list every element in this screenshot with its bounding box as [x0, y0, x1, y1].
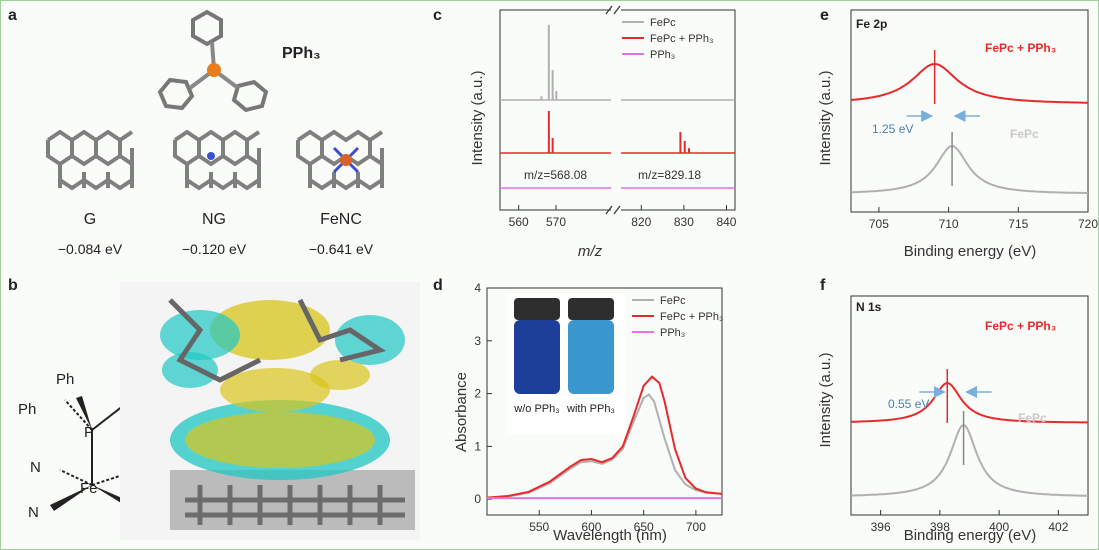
chart-f-bottom-label: FePc: [1018, 411, 1047, 425]
p-label: P: [84, 424, 94, 441]
phosphorus-atom: [207, 63, 221, 77]
chart-d-line-0: [486, 393, 723, 500]
chart-e-bottom-label: FePc: [1010, 127, 1039, 141]
chart-e-xtick-label-1: 710: [939, 217, 959, 231]
chart-d-legend-label-1: FePc + PPh₃: [660, 311, 723, 323]
chart-c-xlabel: m/z: [578, 243, 603, 260]
chart-d-xlabel: Wavelength (nm): [553, 527, 667, 544]
chart-d-frame: [486, 287, 723, 516]
chart-c-break-marks: [605, 5, 621, 215]
chart-d-ytick-label-1: 1: [474, 439, 481, 453]
chart-c-legend-label-1: FePc + PPh₃: [650, 33, 713, 45]
chart-f: 396 398 400 402: [850, 295, 1089, 534]
iron-atom: [340, 154, 352, 166]
chart-d-xtick-label-3: 700: [686, 520, 706, 534]
chart-c-xtick-label-4: 840: [716, 215, 736, 229]
n-label-3: N: [28, 504, 39, 521]
pph3-molecule: [157, 9, 269, 113]
fe-label: Fe: [80, 480, 98, 497]
chart-f-ylabel: Intensity (a.u.): [817, 352, 834, 447]
chart-f-xtick-label-3: 402: [1048, 520, 1068, 534]
chart-d: 550 600 650 700 0 1 2 3 4 FePc FePc + PPh₃ PPh₃: [474, 281, 723, 534]
chart-f-xtick-label-0: 396: [871, 520, 891, 534]
chart-e-top-label: FePc + PPh₃: [985, 41, 1056, 55]
chart-f-curve-1: [851, 423, 1089, 497]
chart-e-xtick-label-3: 720: [1078, 217, 1098, 231]
substrate-fenc-energy: −0.641 eV: [309, 241, 374, 257]
panel-b-label: b: [8, 277, 18, 294]
chart-c-xtick-label-0: 560: [509, 215, 529, 229]
chart-f-top-label: FePc + PPh₃: [985, 319, 1056, 333]
panel-a-label: a: [8, 7, 17, 24]
chart-f-xtick-label-2: 400: [989, 520, 1009, 534]
pph3-label: PPh₃: [282, 45, 321, 62]
vial-right-label: with PPh₃: [566, 403, 615, 415]
ph-label-1: Ph: [56, 371, 74, 388]
chart-d-legend-label-0: FePc: [660, 295, 686, 307]
fenc-sheet: [296, 129, 384, 191]
chart-d-ytick-label-4: 4: [474, 281, 481, 295]
nitrogen-atom: [207, 152, 215, 160]
chart-e-xlabel: Binding energy (eV): [904, 243, 1037, 260]
panel-d-label: d: [433, 277, 443, 294]
chart-d-xtick-label-0: 550: [529, 520, 549, 534]
chart-c-xtick-label-1: 570: [546, 215, 566, 229]
chart-d-ytick-label-0: 0: [474, 492, 481, 506]
g-sheet: [46, 129, 134, 191]
chart-c-annot-right: m/z=829.18: [638, 168, 701, 182]
chart-d-ylabel: Absorbance: [453, 372, 470, 452]
chart-e-frame: [850, 9, 1089, 213]
chart-c-legend-label-0: FePc: [650, 17, 676, 29]
chart-f-xtick-label-1: 398: [930, 520, 950, 534]
chart-d-xtick-label-2: 650: [634, 520, 654, 534]
chart-e: 705 710 715 720: [850, 9, 1098, 231]
chart-d-legend-label-2: PPh₃: [660, 327, 685, 339]
substrate-fenc-name: FeNC: [320, 211, 362, 228]
chart-c-xtick-label-2: 820: [631, 215, 651, 229]
substrate-g-name: G: [84, 211, 96, 228]
ng-sheet: [173, 129, 261, 191]
chart-e-title: Fe 2p: [856, 17, 887, 31]
chart-f-shift: 0.55 eV: [888, 397, 929, 411]
panel-e-label: e: [820, 7, 829, 24]
chart-c-xtick-label-3: 830: [674, 215, 694, 229]
ph-label-2: Ph: [18, 401, 36, 418]
substrate-g-energy: −0.084 eV: [58, 241, 123, 257]
chart-d-ytick-label-2: 2: [474, 387, 481, 401]
substrate-ng-energy: −0.120 eV: [182, 241, 247, 257]
chart-c-annot-left: m/z=568.08: [524, 168, 587, 182]
chart-e-xtick-label-0: 705: [869, 217, 889, 231]
chart-f-xlabel: Binding energy (eV): [904, 527, 1037, 544]
vial-inset: [508, 294, 626, 434]
chart-f-title: N 1s: [856, 300, 882, 314]
charge-density-render: [120, 282, 420, 540]
vial-left-label: w/o PPh₃: [513, 403, 559, 415]
chart-e-curve-1: [850, 144, 1088, 194]
chart-d-line-1: [486, 375, 723, 499]
chart-f-curve-0: [850, 381, 1088, 424]
chart-c-legend-label-2: PPh₃: [650, 49, 675, 61]
chart-e-ylabel: Intensity (a.u.): [817, 70, 834, 165]
chart-c: 560 570 820 830 840 FePc FePc + PPh₃ PPh₃: [499, 5, 737, 229]
chart-e-xtick-label-2: 715: [1008, 217, 1028, 231]
substrate-ng-name: NG: [202, 211, 226, 228]
n-label-1: N: [30, 459, 41, 476]
chart-e-curve-0: [850, 62, 1088, 104]
panel-c-label: c: [433, 7, 442, 24]
chart-e-shift: 1.25 eV: [872, 122, 913, 136]
panel-f-label: f: [820, 277, 826, 294]
chart-d-ytick-label-3: 3: [474, 334, 481, 348]
chart-f-frame: [850, 295, 1089, 516]
chart-c-axis-break: [611, 6, 621, 214]
chart-d-xtick-label-1: 600: [581, 520, 601, 534]
chart-c-ylabel: Intensity (a.u.): [469, 70, 486, 165]
